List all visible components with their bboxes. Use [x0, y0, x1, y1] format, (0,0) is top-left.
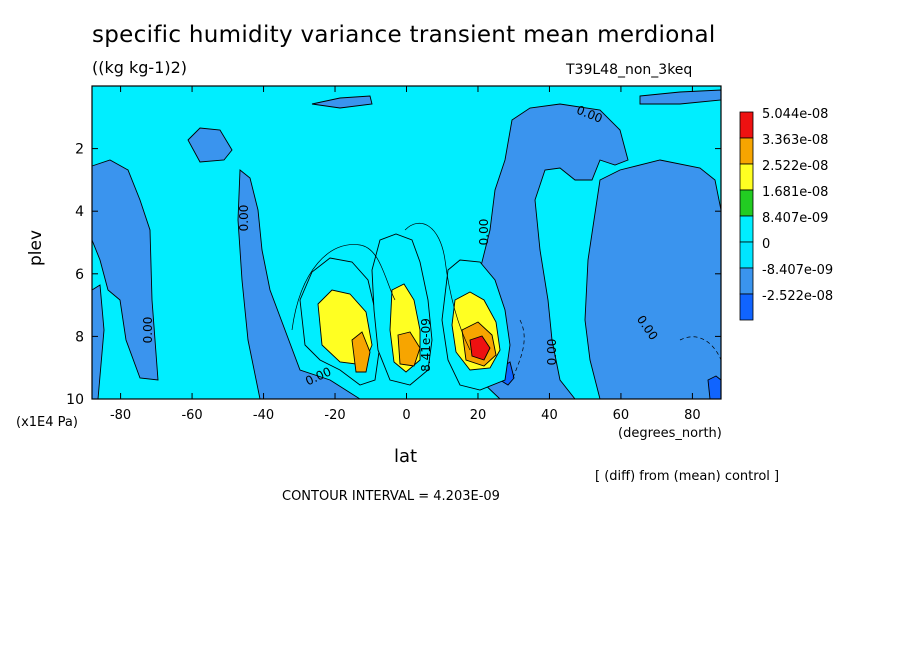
color-legend: 5.044e-08 3.363e-08 2.522e-08 1.681e-08 8.40… — [739, 107, 833, 321]
x-tick-label: 60 — [613, 408, 630, 423]
contour-label: 0.00 — [545, 339, 559, 366]
diff-note: [ (diff) from (mean) control ] — [595, 469, 780, 484]
neg-region-south — [91, 159, 159, 381]
x-axis-units: (degrees_north) — [618, 426, 722, 441]
contour-label: 0.00 — [141, 317, 155, 344]
legend-swatch — [739, 215, 754, 243]
x-tick-label: 20 — [470, 408, 487, 423]
contour-label: 0.00 — [477, 219, 491, 246]
legend-swatch — [739, 163, 754, 191]
org-region-west — [351, 331, 371, 373]
x-tick-label: -80 — [110, 408, 131, 423]
y-tick-label: 10 — [66, 392, 84, 408]
red-region-east — [469, 335, 491, 361]
x-tick-label: -40 — [253, 408, 274, 423]
y-tick-label: 2 — [75, 142, 84, 158]
x-tick-label: -60 — [181, 408, 202, 423]
legend-label: 0 — [762, 237, 770, 252]
x-tick-label: 0 — [402, 408, 410, 423]
x-tick-label: 80 — [684, 408, 701, 423]
legend-swatch — [739, 241, 754, 269]
legend-swatch — [739, 137, 754, 165]
contour-label: 0.00 — [237, 205, 251, 232]
x-axis-label: lat — [394, 446, 418, 467]
legend-label: 1.681e-08 — [762, 185, 828, 200]
neg-region-topmid — [311, 95, 373, 109]
neg-region-cap-south — [187, 127, 233, 163]
y-tick-label: 8 — [75, 329, 84, 345]
legend-swatch — [739, 189, 754, 217]
legend-swatch — [739, 267, 754, 295]
contour-line — [404, 222, 471, 351]
contour-fields — [91, 86, 722, 400]
axis-ticks: -80 -60 -40 -20 0 20 40 60 80 2 4 6 8 10 — [66, 86, 721, 423]
contour-lines — [291, 222, 722, 381]
legend-label: 8.407e-09 — [762, 211, 828, 226]
run-name: T39L48_non_3keq — [566, 62, 693, 78]
contour-interval: CONTOUR INTERVAL = 4.203E-09 — [282, 489, 500, 504]
org-region-center — [397, 331, 421, 367]
x-tick-label: -20 — [324, 408, 345, 423]
legend-label: 3.363e-08 — [762, 133, 828, 148]
legend-label: -2.522e-08 — [762, 289, 833, 304]
y-tick-label: 4 — [75, 204, 84, 220]
deep-blue-spot-b — [707, 375, 722, 400]
contour-line — [511, 319, 525, 381]
y-axis-units: (x1E4 Pa) — [16, 415, 78, 430]
contour-label: 8.41e-09 — [419, 318, 433, 372]
legend-swatch — [739, 293, 754, 321]
neg-region-far-north — [584, 159, 722, 400]
x-tick-label: 40 — [541, 408, 558, 423]
neg-region-midsouth — [237, 169, 362, 400]
legend-label: -8.407e-09 — [762, 263, 833, 278]
legend-label: 2.522e-08 — [762, 159, 828, 174]
legend-swatch — [739, 111, 754, 139]
y-tick-label: 6 — [75, 267, 84, 283]
legend-label: 5.044e-08 — [762, 107, 828, 122]
chart-units: ((kg kg-1)2) — [92, 58, 188, 77]
chart-title: specific humidity variance transient mea… — [92, 22, 716, 48]
contour-line — [291, 244, 396, 331]
